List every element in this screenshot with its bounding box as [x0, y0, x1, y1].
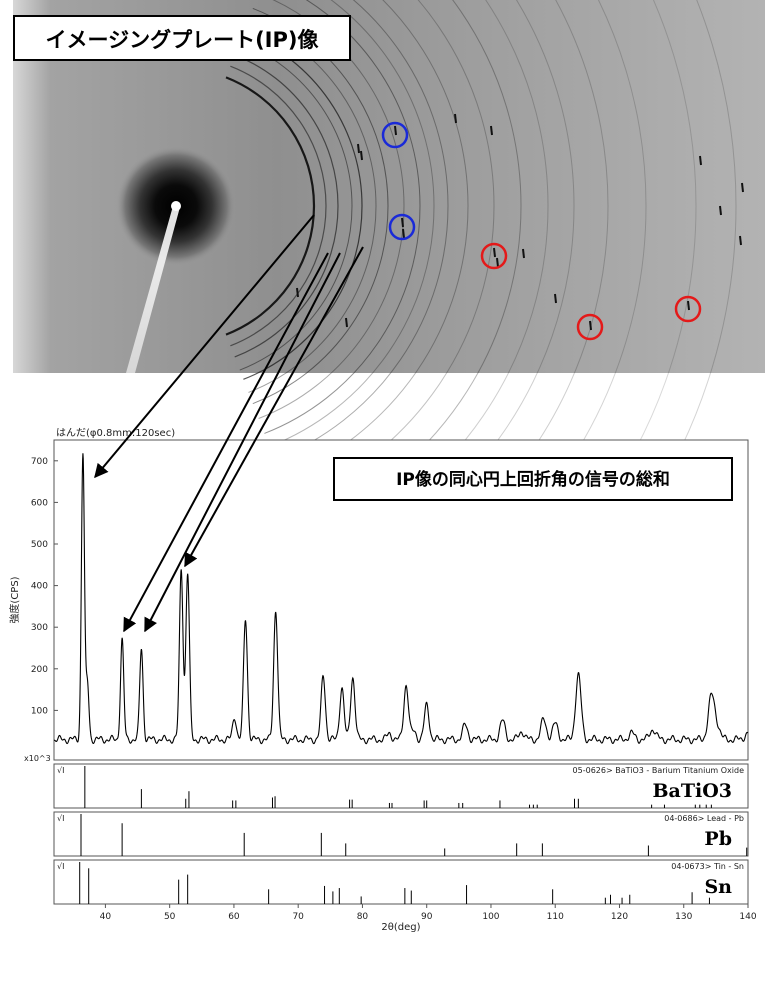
- ip-beam-center: [171, 201, 181, 211]
- ip-spot: [394, 125, 397, 136]
- reference-card-label: 04-0673> Tin - Sn: [671, 862, 744, 871]
- red-ring-marker: [480, 242, 508, 270]
- ip-spot: [741, 182, 744, 193]
- arrow-ring-3: [144, 252, 341, 633]
- ip-title: イメージングプレート(IP)像: [46, 28, 320, 52]
- ip-image-panel: イメージングプレート(IP)像: [13, 0, 765, 729]
- ip-ring-arc: [234, 54, 339, 358]
- x-tick-label: 60: [228, 912, 240, 922]
- reference-y-label: √I: [57, 766, 64, 775]
- ip-title-box: [13, 15, 351, 61]
- ip-ring-arc: [274, 0, 449, 460]
- x-tick-label: 120: [611, 912, 628, 922]
- ip-beam-streak: [126, 206, 180, 373]
- ip-spot: [296, 287, 299, 298]
- y-tick-label: 100: [31, 706, 48, 716]
- arrow-ring-2: [123, 252, 329, 633]
- ip-spot: [490, 125, 493, 136]
- ip-spot: [402, 228, 405, 239]
- ip-ring-arc: [281, 0, 469, 479]
- reference-phase-name: Sn: [704, 876, 732, 898]
- red-ring-marker: [576, 313, 604, 341]
- ip-ring-arc: [225, 76, 316, 336]
- y-tick-label: 600: [31, 498, 48, 508]
- reference-y-label: √I: [57, 814, 64, 823]
- x-tick-label: 50: [164, 912, 176, 922]
- arrow-ring-4: [184, 246, 364, 568]
- x-tick-label: 100: [482, 912, 499, 922]
- xrd-chart: はんだ(φ0.8mm:120sec) 100 200 300 400 500 600 700…: [8, 427, 749, 763]
- ip-spot: [454, 113, 457, 124]
- ip-spot: [496, 257, 499, 268]
- ip-spot: [687, 300, 690, 311]
- x-tick-label: 90: [421, 912, 433, 922]
- ip-ring-arc: [243, 32, 363, 380]
- x-tick-label: 80: [357, 912, 369, 922]
- reference-panel-Sn: √I 04-0673> Tin - Sn Sn: [53, 859, 749, 905]
- ip-spot: [522, 248, 525, 259]
- chart-title: はんだ(φ0.8mm:120sec): [56, 427, 175, 439]
- ip-spot: [739, 235, 742, 246]
- reference-phase-name: BaTiO3: [653, 780, 733, 802]
- y-tick-label: 300: [31, 623, 48, 633]
- x-axis-label: 2θ(deg): [381, 922, 420, 933]
- ip-spot: [493, 247, 496, 258]
- ring-to-peak-arrows: [94, 214, 364, 633]
- reference-panel-frame: [53, 859, 749, 905]
- blue-ring-marker: [388, 213, 416, 241]
- reference-card-label: 05-0626> BaTiO3 - Barium Titanium Oxide: [573, 766, 745, 775]
- x-tick-label: 110: [547, 912, 564, 922]
- ip-spot: [699, 155, 702, 166]
- arrow-ring-1: [94, 214, 315, 479]
- x-axis-ticks: 40 50 60 70 80 90 100 110 120 130 140: [100, 904, 757, 922]
- y-tick-label: 500: [31, 540, 48, 550]
- reference-panel-frame: [53, 763, 749, 809]
- x-tick-label: 130: [675, 912, 692, 922]
- ip-ring-arc: [230, 65, 327, 347]
- reference-panel-frame: [53, 811, 749, 857]
- ip-spot: [360, 150, 363, 161]
- reference-y-label: √I: [57, 862, 64, 871]
- reference-phase-name: Pb: [704, 828, 732, 850]
- ip-spot: [357, 143, 360, 154]
- ip-spot: [345, 317, 348, 328]
- y-tick-label: 700: [31, 457, 48, 467]
- reference-panel-BaTiO3: √I 05-0626> BaTiO3 - Barium Titanium Oxid…: [53, 763, 749, 809]
- ip-spot: [589, 320, 592, 331]
- ip-spot: [554, 293, 557, 304]
- x-tick-label: 40: [100, 912, 112, 922]
- ip-ring-arc: [269, 0, 435, 447]
- annotation-text: IP像の同心円上回折角の信号の総和: [396, 469, 670, 490]
- red-ring-marker: [674, 295, 702, 323]
- reference-pattern-panels: √I 05-0626> BaTiO3 - Barium Titanium Oxid…: [53, 763, 749, 905]
- y-axis-unit: x10^3: [24, 754, 51, 763]
- ip-spot: [401, 217, 404, 228]
- reference-card-label: 04-0686> Lead - Pb: [664, 814, 744, 823]
- reference-panel-Pb: √I 04-0686> Lead - Pb Pb: [53, 811, 749, 857]
- ip-spot: [719, 205, 722, 216]
- ip-diffraction-spots: [296, 113, 744, 331]
- y-axis-label: 強度(CPS): [8, 576, 21, 623]
- y-axis-ticks: 100 200 300 400 500 600 700: [31, 457, 58, 716]
- annotation-box: [333, 457, 733, 501]
- ip-ring-arc: [239, 41, 353, 371]
- y-tick-label: 200: [31, 665, 48, 675]
- x-tick-label: 140: [739, 912, 756, 922]
- blue-ring-marker: [381, 121, 409, 149]
- x-tick-label: 70: [292, 912, 304, 922]
- xrd-series-line: [53, 453, 749, 745]
- y-tick-label: 400: [31, 582, 48, 592]
